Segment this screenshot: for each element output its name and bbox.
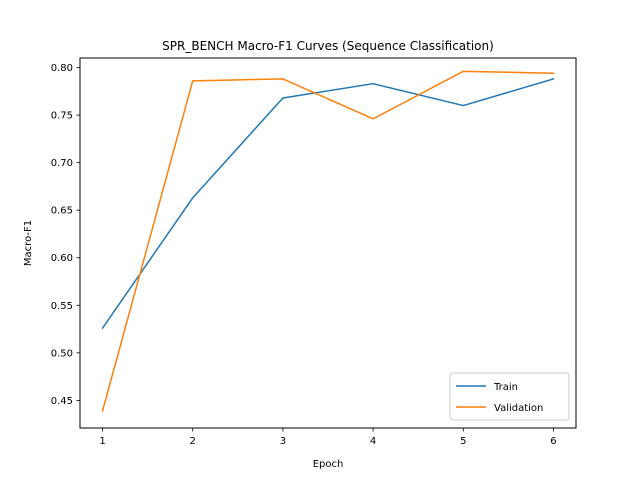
x-tick-label: 1 xyxy=(99,436,105,447)
x-tick-label: 6 xyxy=(550,436,556,447)
y-tick-label: 0.75 xyxy=(51,111,73,122)
y-tick-label: 0.55 xyxy=(51,301,73,312)
x-tick-label: 4 xyxy=(370,436,376,447)
y-axis-label: Macro-F1 xyxy=(23,220,34,266)
chart-title: SPR_BENCH Macro-F1 Curves (Sequence Clas… xyxy=(162,39,494,53)
y-tick-label: 0.65 xyxy=(51,206,73,217)
axes-frame xyxy=(79,57,577,429)
x-tick-label: 5 xyxy=(460,436,466,447)
y-tick-label: 0.60 xyxy=(51,253,73,264)
legend-label-validation: Validation xyxy=(494,403,543,414)
series-line-train xyxy=(101,77,555,330)
y-tick-label: 0.45 xyxy=(51,396,73,407)
chart-legend: Train Validation xyxy=(449,372,570,421)
y-tick-label: 0.50 xyxy=(51,348,73,359)
axis-ticks: 1 2 3 4 5 6 0.45 0.50 0.55 0.60 0.65 0.70 0.75 0.80 xyxy=(51,63,557,447)
x-tick-label: 2 xyxy=(190,436,196,447)
series-line-validation xyxy=(101,70,555,412)
plot-area xyxy=(101,70,555,412)
y-tick-label: 0.70 xyxy=(51,158,73,169)
x-tick-label: 3 xyxy=(280,436,286,447)
x-axis-label: Epoch xyxy=(313,459,344,470)
legend-box xyxy=(449,372,570,421)
legend-label-train: Train xyxy=(493,382,518,393)
y-tick-label: 0.80 xyxy=(51,63,73,74)
